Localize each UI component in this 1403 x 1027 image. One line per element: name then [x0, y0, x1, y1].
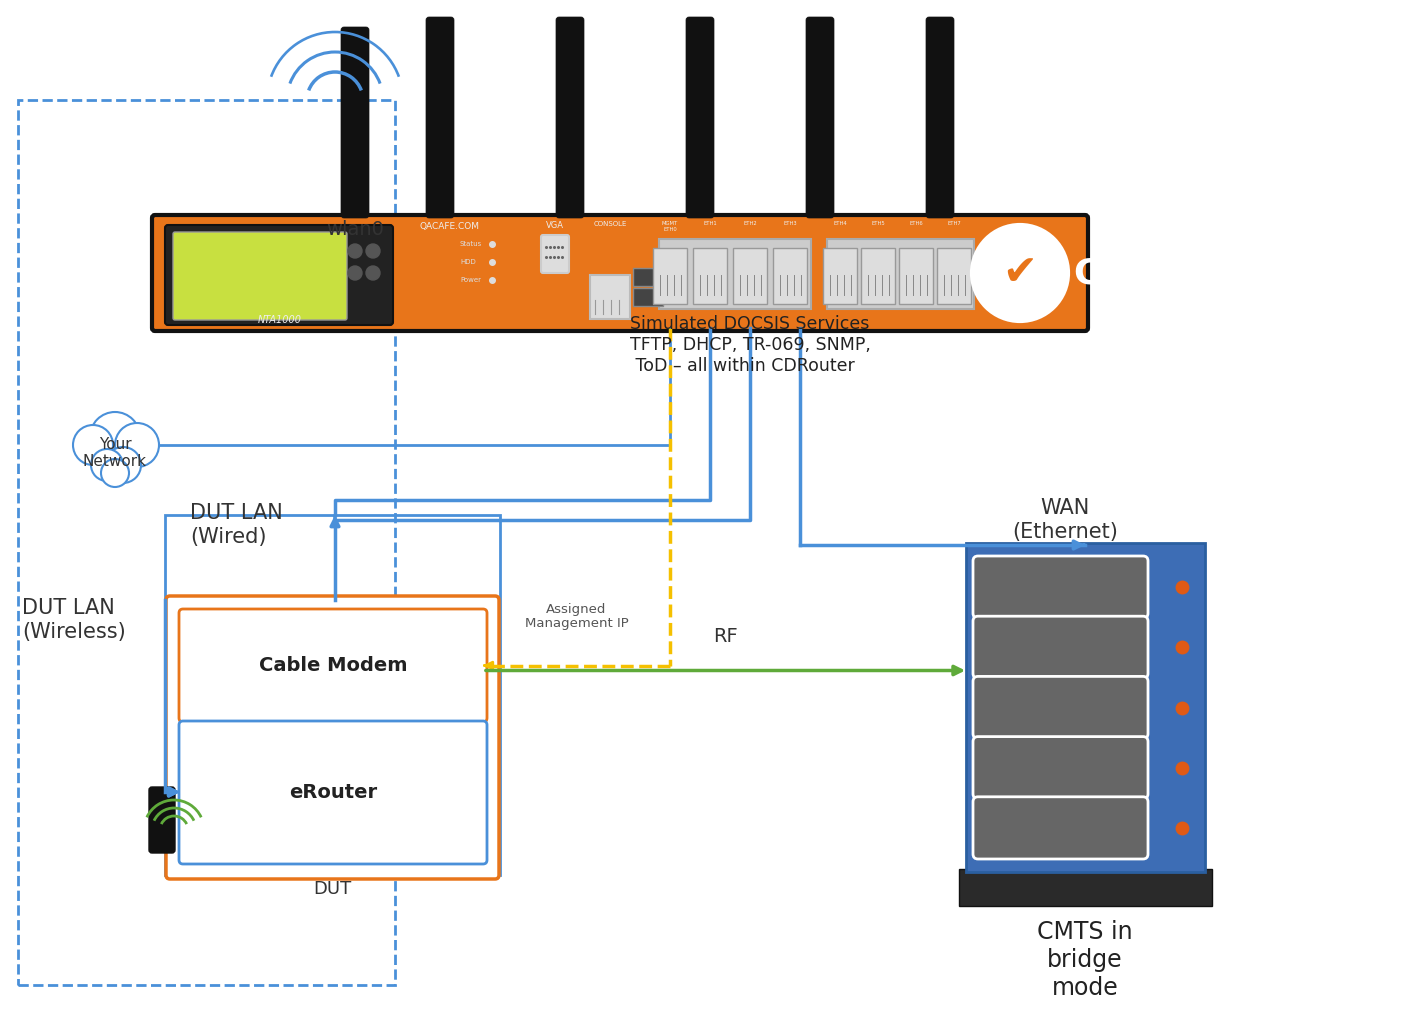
FancyBboxPatch shape: [591, 275, 630, 319]
Circle shape: [105, 447, 140, 483]
FancyBboxPatch shape: [974, 677, 1148, 738]
FancyBboxPatch shape: [633, 268, 664, 286]
FancyBboxPatch shape: [824, 248, 857, 304]
FancyBboxPatch shape: [652, 248, 687, 304]
Text: HDD: HDD: [460, 259, 476, 265]
Circle shape: [366, 266, 380, 280]
FancyBboxPatch shape: [974, 736, 1148, 799]
Text: DUT LAN
(Wireless): DUT LAN (Wireless): [22, 599, 126, 642]
FancyBboxPatch shape: [166, 225, 393, 325]
Text: DUT: DUT: [313, 880, 352, 898]
FancyBboxPatch shape: [861, 248, 895, 304]
FancyBboxPatch shape: [974, 797, 1148, 859]
FancyBboxPatch shape: [149, 787, 175, 853]
Circle shape: [101, 459, 129, 487]
Circle shape: [366, 244, 380, 258]
Text: Your
Network: Your Network: [83, 436, 147, 469]
Circle shape: [348, 266, 362, 280]
Text: WAN
(Ethernet): WAN (Ethernet): [1012, 498, 1118, 541]
FancyBboxPatch shape: [166, 596, 499, 879]
Text: ETH6: ETH6: [909, 221, 923, 226]
Text: Simulated DOCSIS Services
TFTP, DHCP, TR-069, SNMP,
 ToD – all within CDRouter: Simulated DOCSIS Services TFTP, DHCP, TR…: [630, 315, 871, 375]
FancyBboxPatch shape: [899, 248, 933, 304]
FancyBboxPatch shape: [542, 235, 570, 273]
Text: CDROUTER: CDROUTER: [1073, 256, 1295, 290]
FancyBboxPatch shape: [926, 17, 954, 218]
Text: ETH2: ETH2: [744, 221, 756, 226]
FancyBboxPatch shape: [732, 248, 767, 304]
FancyBboxPatch shape: [180, 609, 487, 722]
FancyBboxPatch shape: [659, 239, 811, 309]
FancyBboxPatch shape: [686, 17, 714, 218]
Text: Assigned
Management IP: Assigned Management IP: [525, 603, 629, 631]
Text: MGMT
ETH0: MGMT ETH0: [662, 221, 678, 232]
FancyBboxPatch shape: [152, 215, 1087, 331]
Text: CMTS in
bridge
mode: CMTS in bridge mode: [1037, 920, 1132, 999]
FancyBboxPatch shape: [805, 17, 833, 218]
Text: ✔: ✔: [1003, 252, 1037, 294]
Text: eRouter: eRouter: [289, 783, 377, 802]
FancyBboxPatch shape: [937, 248, 971, 304]
Text: ETH7: ETH7: [947, 221, 961, 226]
Text: Status: Status: [460, 241, 483, 248]
FancyBboxPatch shape: [693, 248, 727, 304]
Circle shape: [348, 244, 362, 258]
FancyBboxPatch shape: [173, 232, 347, 320]
Text: QACAFE.COM: QACAFE.COM: [419, 222, 480, 231]
Text: ETH4: ETH4: [833, 221, 847, 226]
Text: wlan0: wlan0: [325, 220, 384, 239]
Circle shape: [115, 423, 159, 467]
FancyBboxPatch shape: [341, 27, 369, 218]
FancyBboxPatch shape: [960, 869, 1212, 906]
Text: Power: Power: [460, 277, 481, 283]
FancyBboxPatch shape: [427, 17, 455, 218]
Circle shape: [90, 412, 140, 462]
Circle shape: [73, 425, 114, 465]
Text: ETH3: ETH3: [783, 221, 797, 226]
Text: ETH5: ETH5: [871, 221, 885, 226]
FancyBboxPatch shape: [826, 239, 974, 309]
Text: RF: RF: [713, 626, 738, 646]
FancyBboxPatch shape: [180, 721, 487, 864]
FancyBboxPatch shape: [974, 616, 1148, 679]
FancyBboxPatch shape: [773, 248, 807, 304]
Text: Cable Modem: Cable Modem: [258, 656, 407, 675]
FancyBboxPatch shape: [556, 17, 584, 218]
FancyBboxPatch shape: [974, 556, 1148, 618]
FancyBboxPatch shape: [967, 543, 1205, 872]
Text: ETH1: ETH1: [703, 221, 717, 226]
Circle shape: [972, 225, 1068, 321]
Text: VGA: VGA: [546, 221, 564, 230]
FancyBboxPatch shape: [633, 288, 664, 306]
Text: NTA1000: NTA1000: [258, 315, 302, 325]
Circle shape: [91, 449, 123, 481]
Text: CONSOLE: CONSOLE: [593, 221, 627, 227]
Text: DUT LAN
(Wired): DUT LAN (Wired): [189, 503, 283, 546]
